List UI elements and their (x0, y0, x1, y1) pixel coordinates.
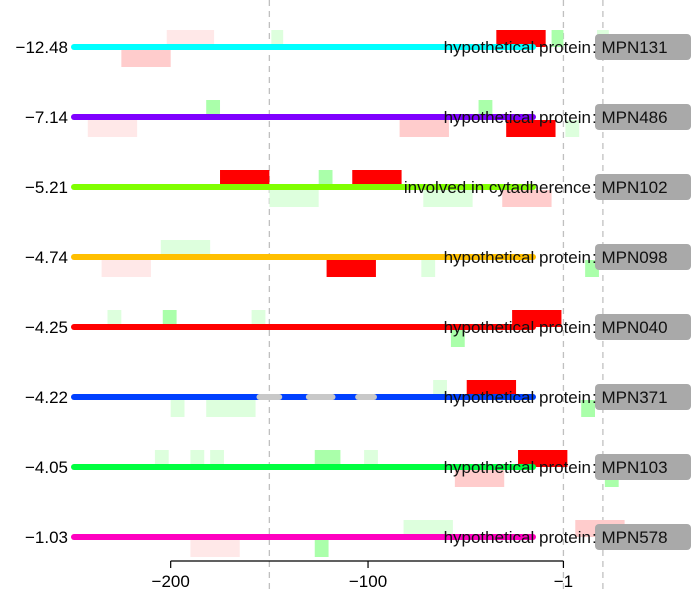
motif-box (206, 100, 221, 117)
motif-box (170, 400, 185, 417)
gene-tag-box (595, 244, 691, 270)
motif-box (220, 170, 270, 187)
motif-box (190, 540, 240, 557)
motif-box (314, 450, 341, 467)
motif-box (512, 310, 562, 327)
gene-tag-box (595, 384, 691, 410)
motif-box (271, 30, 284, 47)
motif-box (506, 120, 556, 137)
gene-tag-text: : MPN098 (592, 248, 668, 267)
motif-box (318, 170, 333, 187)
gene-description: hypothetical protein (444, 248, 591, 267)
x-tick-label: −1 (554, 572, 573, 591)
gene-tag-box (595, 34, 691, 60)
gene-description: hypothetical protein (444, 318, 591, 337)
x-axis: −200 −100 −1 (152, 560, 573, 591)
motif-box (162, 310, 177, 327)
score-label: −1.03 (25, 528, 68, 547)
motif-box (269, 190, 319, 207)
score-label: −4.05 (25, 458, 68, 477)
motif-box (478, 100, 493, 117)
motif-box (502, 190, 552, 207)
motif-box (399, 120, 449, 137)
score-label: −12.48 (16, 38, 68, 57)
score-label: −7.14 (25, 108, 68, 127)
reference-lines (268, 0, 604, 591)
motif-box (314, 540, 329, 557)
motif-box (326, 260, 376, 277)
gene-description: involved in cytadherence (404, 178, 591, 197)
motif-box (160, 240, 211, 257)
gene-description: hypothetical protein (444, 108, 591, 127)
motif-box (433, 380, 447, 397)
gene-tag-box (595, 454, 691, 480)
gene-tag-box (595, 314, 691, 340)
gene-tag-text: : MPN578 (592, 528, 668, 547)
motif-box (450, 330, 465, 347)
gene-tag-text: : MPN040 (592, 318, 668, 337)
motif-box (518, 450, 568, 467)
motif-box (154, 450, 169, 467)
gene-description: hypothetical protein (444, 528, 591, 547)
gene-tag-text: : MPN102 (592, 178, 668, 197)
motif-box (551, 30, 564, 47)
motif-box (352, 170, 402, 187)
motif-box (251, 310, 266, 327)
motif-box (210, 450, 224, 467)
motif-box (190, 450, 205, 467)
motif-box (87, 120, 138, 137)
gene-tag-box (595, 524, 691, 550)
motif-box (423, 190, 473, 207)
gene-description: hypothetical protein (444, 458, 591, 477)
score-label: −5.21 (25, 178, 68, 197)
motif-box (121, 50, 171, 67)
motif-box (166, 30, 215, 47)
score-label: −4.22 (25, 388, 68, 407)
gene-tag-box (595, 104, 691, 130)
gene-description: hypothetical protein (444, 38, 591, 57)
motif-box (565, 120, 580, 137)
gene-description: hypothetical protein (444, 388, 591, 407)
motif-box (364, 450, 378, 467)
motif-box (403, 520, 453, 537)
score-label: −4.74 (25, 248, 68, 267)
motif-box (454, 470, 505, 487)
motif-box (496, 30, 546, 47)
motif-box (466, 380, 517, 397)
score-label: −4.25 (25, 318, 68, 337)
motif-box (107, 310, 122, 327)
x-tick-label: −200 (152, 572, 190, 591)
motif-box (581, 400, 595, 417)
gene-tag-text: : MPN371 (592, 388, 668, 407)
motif-box (421, 260, 436, 277)
x-tick-label: −100 (349, 572, 387, 591)
motif-box (206, 400, 256, 417)
gene-tag-text: : MPN486 (592, 108, 668, 127)
gene-tag-box (595, 174, 691, 200)
gene-tag-text: : MPN103 (592, 458, 668, 477)
motif-box (101, 260, 151, 277)
gene-tag-text: : MPN131 (592, 38, 668, 57)
